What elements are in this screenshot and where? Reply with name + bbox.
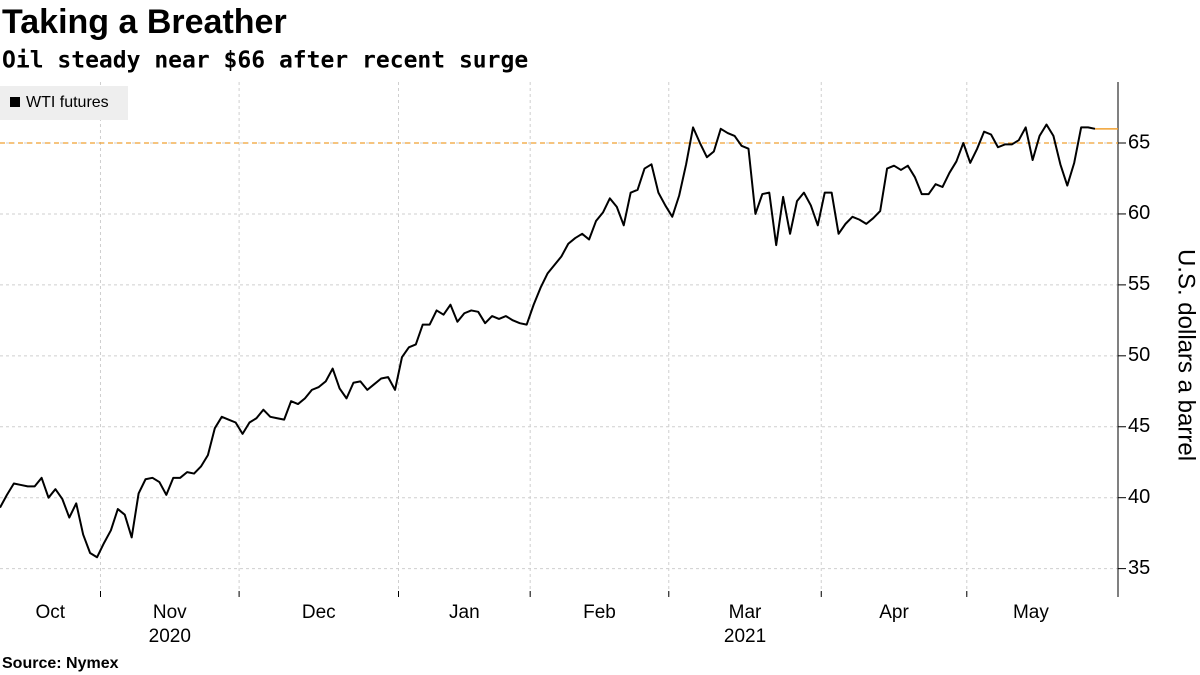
year-label: 2020 xyxy=(149,626,191,647)
x-tick-label: Jan xyxy=(449,602,480,623)
y-axis-label: U.S. dollars a barrel xyxy=(1173,249,1200,461)
x-tick-label: Nov xyxy=(153,602,187,623)
x-tick-label: Apr xyxy=(879,602,909,623)
chart-subtitle: Oil steady near $66 after recent surge xyxy=(2,48,528,74)
legend-swatch xyxy=(10,97,20,107)
x-tick-label: Feb xyxy=(583,602,616,623)
y-tick-label: 35 xyxy=(1128,557,1150,579)
y-tick-label: 50 xyxy=(1128,344,1150,366)
source: Source: Nymex xyxy=(2,655,119,672)
year-label: 2021 xyxy=(724,626,766,647)
y-tick-label: 55 xyxy=(1128,273,1150,295)
chart-title: Taking a Breather xyxy=(2,3,287,41)
y-tick-label: 60 xyxy=(1128,202,1150,224)
line-series xyxy=(0,123,1096,559)
legend-box xyxy=(0,86,128,120)
y-tick-label: 45 xyxy=(1128,415,1150,437)
legend-label: WTI futures xyxy=(26,94,109,111)
x-tick-label: Mar xyxy=(729,602,762,623)
x-tick-label: May xyxy=(1013,602,1049,623)
y-tick-label: 40 xyxy=(1128,486,1150,508)
x-tick-label: Oct xyxy=(35,602,65,623)
y-tick-label: 65 xyxy=(1128,131,1150,153)
x-tick-label: Dec xyxy=(302,602,336,623)
